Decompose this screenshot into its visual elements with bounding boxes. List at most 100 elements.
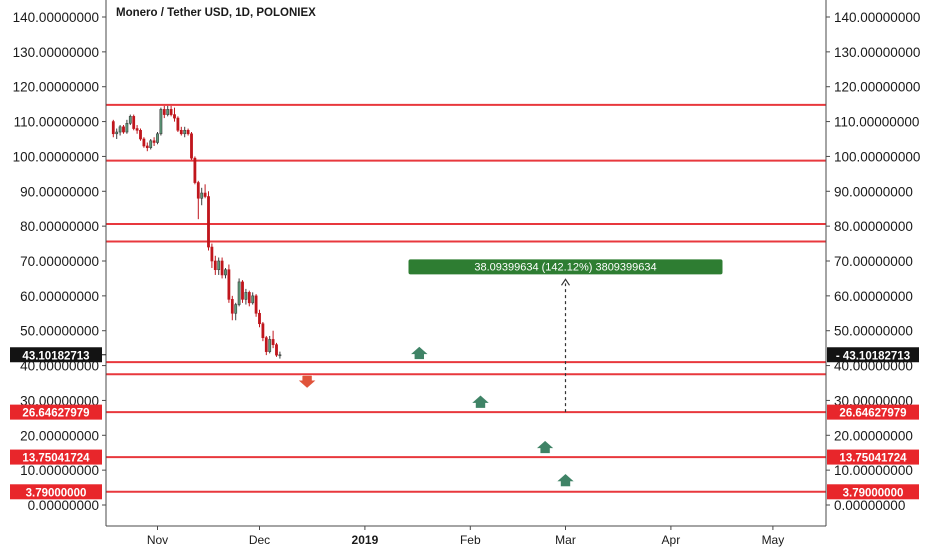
candle-body [220, 260, 224, 276]
right-tick-label: 90.00000000 [834, 184, 913, 199]
plot-area[interactable]: 38.09399634 (142.12%) 3809399634 [106, 103, 826, 493]
candle[interactable] [220, 257, 224, 279]
candle[interactable] [241, 280, 244, 303]
candle[interactable] [247, 290, 251, 307]
candle[interactable] [261, 322, 265, 342]
left-tick-label: 70.00000000 [20, 254, 99, 269]
price-tag-right [827, 484, 919, 500]
candle[interactable] [264, 335, 268, 356]
candle[interactable] [176, 116, 180, 133]
candle[interactable] [268, 335, 272, 354]
candle[interactable] [190, 132, 193, 160]
candle[interactable] [244, 288, 248, 305]
candle[interactable] [200, 187, 204, 206]
candle[interactable] [230, 295, 234, 321]
current-price-tag-right [827, 347, 919, 363]
candle[interactable] [207, 191, 210, 251]
candle[interactable] [125, 119, 129, 134]
candle-body [203, 192, 207, 197]
right-tick-label: 20.00000000 [834, 428, 913, 443]
candle[interactable] [183, 126, 187, 138]
candle[interactable] [166, 105, 170, 117]
candle-body [254, 295, 258, 314]
candle[interactable] [234, 302, 238, 321]
measure-label: 38.09399634 (142.12%) 3809399634 [474, 261, 656, 273]
candle-body [227, 269, 231, 300]
candle-body [196, 182, 200, 199]
measure-arrowhead [561, 278, 570, 286]
candle[interactable] [227, 264, 231, 303]
price-tag-left-text: 26.64627979 [22, 408, 89, 420]
candle[interactable] [278, 351, 282, 359]
measure-label-box[interactable] [408, 259, 723, 275]
candle[interactable] [132, 114, 136, 131]
candle[interactable] [115, 128, 119, 140]
right-tick-label: 140.00000000 [834, 10, 920, 25]
candle[interactable] [271, 330, 275, 349]
candle-body [193, 157, 197, 183]
candle-body [278, 354, 282, 357]
candle[interactable] [179, 126, 183, 136]
right-tick-label: 10.00000000 [834, 463, 913, 478]
current-price-right-text: - 43.10182713 [836, 350, 910, 362]
candle[interactable] [169, 105, 173, 117]
candle[interactable] [135, 125, 139, 134]
candle[interactable] [128, 114, 132, 126]
up-arrow-marker[interactable] [555, 473, 576, 487]
candle[interactable] [196, 180, 200, 220]
up-arrow-marker[interactable] [409, 345, 430, 360]
candle[interactable] [159, 107, 163, 136]
candle[interactable] [186, 128, 190, 136]
candle-body [159, 109, 163, 135]
candle-body [275, 344, 278, 356]
candle[interactable] [254, 294, 258, 317]
candle[interactable] [258, 309, 261, 328]
candle[interactable] [118, 125, 122, 136]
candle-body [210, 246, 214, 262]
candle[interactable] [162, 105, 166, 119]
candle-body [115, 131, 119, 135]
candle[interactable] [122, 125, 125, 134]
time-tick-label: 2019 [352, 533, 379, 547]
left-tick-label: 40.00000000 [20, 359, 99, 374]
candle[interactable] [142, 137, 146, 148]
candle-body [207, 196, 210, 248]
time-tick-label: Mar [555, 533, 576, 547]
price-tag-left-text: 13.75041724 [22, 453, 90, 465]
candle[interactable] [210, 243, 214, 268]
down-arrow-marker[interactable] [297, 374, 317, 389]
candle[interactable] [149, 139, 153, 150]
candle[interactable] [217, 257, 221, 275]
price-tag-right [827, 404, 919, 420]
up-arrow-marker[interactable] [470, 394, 491, 409]
candle[interactable] [193, 156, 197, 185]
right-price-axis[interactable]: 140.00000000 130.00000000 120.00000000 110.… [826, 10, 920, 513]
time-axis[interactable]: Nov Dec 2019 Feb Mar Apr May [147, 526, 784, 547]
up-arrow-marker[interactable] [535, 440, 555, 454]
candle[interactable] [173, 107, 176, 122]
candle[interactable] [152, 137, 156, 146]
candle[interactable] [251, 292, 255, 305]
candle-body [244, 292, 248, 300]
candle-body [162, 109, 166, 115]
candle-body [152, 140, 156, 143]
candle[interactable] [111, 119, 115, 138]
left-tick-label: 20.00000000 [20, 428, 99, 443]
left-tick-label: 110.00000000 [14, 115, 99, 130]
candle-body [156, 133, 159, 143]
candle-body [237, 281, 241, 305]
candle-body [217, 260, 221, 271]
candle[interactable] [145, 142, 149, 152]
left-price-axis[interactable]: 140.00000000 130.00000000 120.00000000 110.… [13, 10, 106, 513]
candle-body [268, 339, 272, 352]
candle[interactable] [237, 278, 241, 307]
candle-body [128, 116, 132, 124]
candle-body [261, 323, 265, 338]
candle[interactable] [156, 132, 159, 145]
candle[interactable] [224, 267, 227, 279]
candle[interactable] [213, 255, 217, 275]
candle[interactable] [203, 184, 207, 199]
candle[interactable] [139, 128, 142, 141]
candle[interactable] [275, 342, 278, 357]
